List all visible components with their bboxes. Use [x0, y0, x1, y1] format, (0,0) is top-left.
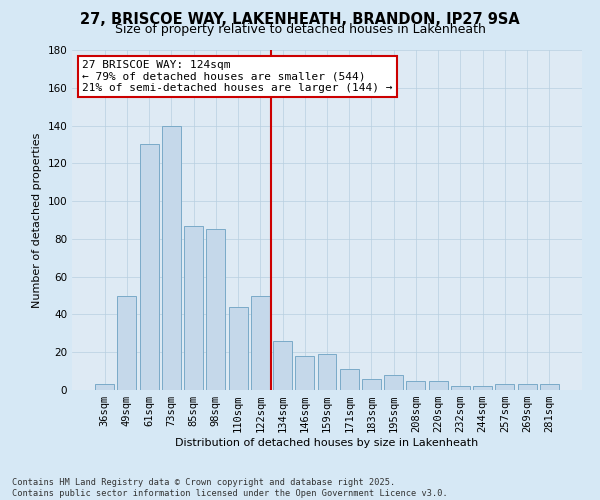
Bar	[184, 226, 203, 390]
Bar	[540, 384, 559, 390]
Bar	[295, 356, 314, 390]
Bar	[162, 126, 181, 390]
Bar	[429, 380, 448, 390]
Bar	[118, 296, 136, 390]
Text: 27 BRISCOE WAY: 124sqm
← 79% of detached houses are smaller (544)
21% of semi-de: 27 BRISCOE WAY: 124sqm ← 79% of detached…	[82, 60, 392, 94]
Text: 27, BRISCOE WAY, LAKENHEATH, BRANDON, IP27 9SA: 27, BRISCOE WAY, LAKENHEATH, BRANDON, IP…	[80, 12, 520, 28]
Bar	[140, 144, 158, 390]
Bar	[473, 386, 492, 390]
Bar	[518, 384, 536, 390]
Bar	[496, 384, 514, 390]
Bar	[362, 378, 381, 390]
Bar	[229, 307, 248, 390]
Bar	[384, 375, 403, 390]
Text: Size of property relative to detached houses in Lakenheath: Size of property relative to detached ho…	[115, 22, 485, 36]
Bar	[340, 369, 359, 390]
Bar	[406, 380, 425, 390]
X-axis label: Distribution of detached houses by size in Lakenheath: Distribution of detached houses by size …	[175, 438, 479, 448]
Bar	[273, 341, 292, 390]
Bar	[95, 384, 114, 390]
Y-axis label: Number of detached properties: Number of detached properties	[32, 132, 42, 308]
Text: Contains HM Land Registry data © Crown copyright and database right 2025.
Contai: Contains HM Land Registry data © Crown c…	[12, 478, 448, 498]
Bar	[206, 230, 225, 390]
Bar	[251, 296, 270, 390]
Bar	[451, 386, 470, 390]
Bar	[317, 354, 337, 390]
